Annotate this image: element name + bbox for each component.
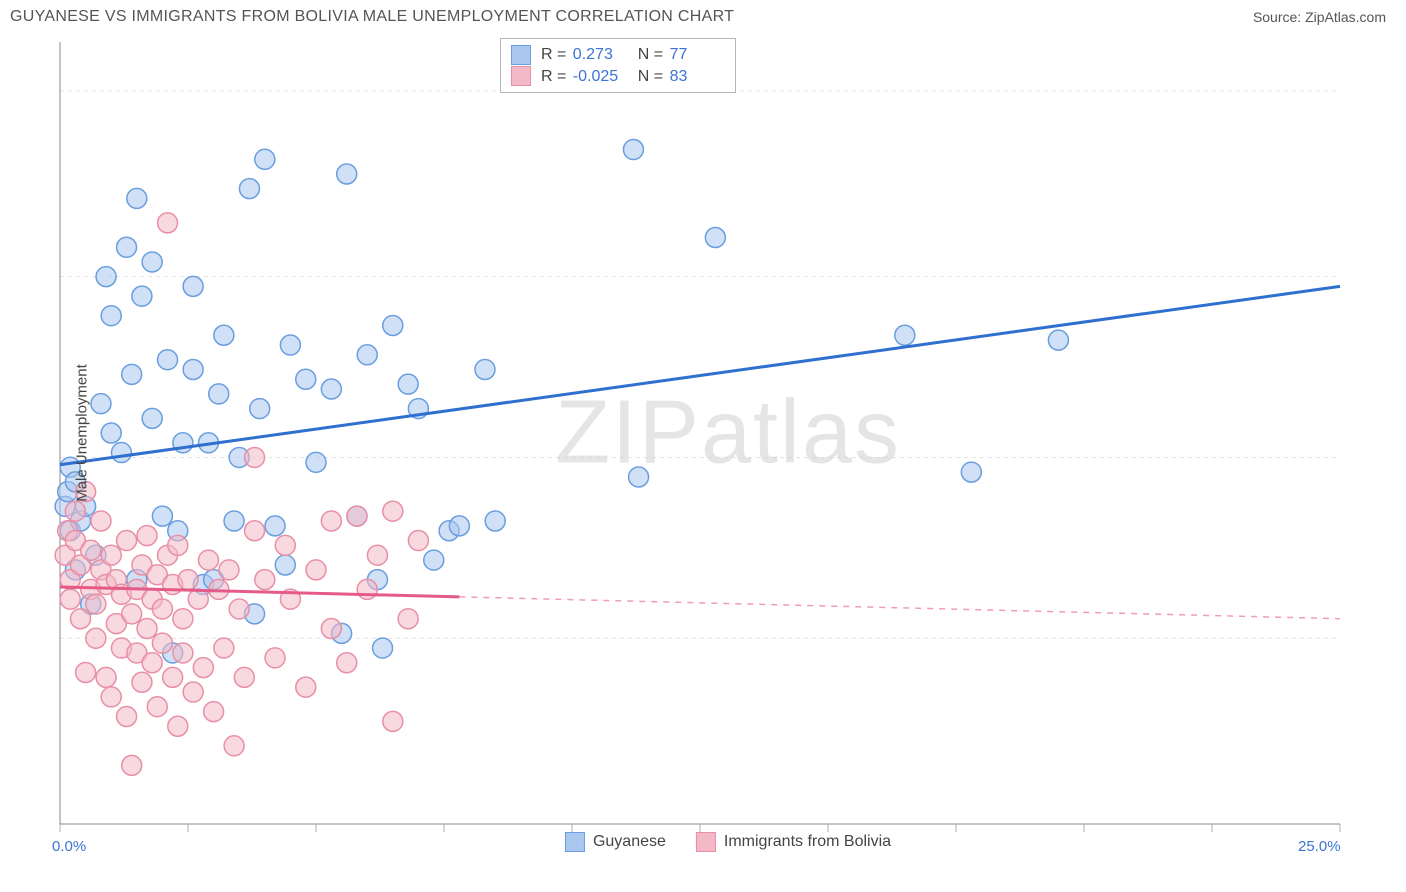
swatch-series-2 — [511, 66, 531, 86]
chart-header: GUYANESE VS IMMIGRANTS FROM BOLIVIA MALE… — [0, 0, 1406, 30]
r-value-1: 0.273 — [573, 44, 628, 66]
legend-label-1: Guyanese — [593, 833, 666, 851]
legend-swatch-1 — [565, 832, 585, 852]
stats-legend-box: R = 0.273 N = 77 R = -0.025 N = 83 — [500, 38, 736, 93]
r-value-2: -0.025 — [573, 66, 628, 88]
chart-area: Male Unemployment ZIPatlas R = 0.273 N =… — [50, 32, 1406, 834]
r-label: R = — [541, 46, 566, 63]
source-attribution: Source: ZipAtlas.com — [1253, 9, 1386, 25]
n-value-1: 77 — [670, 44, 725, 66]
chart-title: GUYANESE VS IMMIGRANTS FROM BOLIVIA MALE… — [10, 8, 734, 26]
x-axis-start-label: 0.0% — [52, 838, 86, 855]
bottom-legend: Guyanese Immigrants from Bolivia — [565, 832, 891, 852]
stats-row-2: R = -0.025 N = 83 — [511, 66, 725, 88]
swatch-series-1 — [511, 45, 531, 65]
legend-label-2: Immigrants from Bolivia — [724, 833, 891, 851]
stats-row-1: R = 0.273 N = 77 — [511, 44, 725, 66]
n-label: N = — [638, 46, 663, 63]
n-label: N = — [638, 68, 663, 85]
legend-item-2: Immigrants from Bolivia — [696, 832, 891, 852]
scatter-chart — [50, 32, 1350, 834]
legend-swatch-2 — [696, 832, 716, 852]
x-axis-end-label: 25.0% — [1298, 838, 1341, 855]
r-label: R = — [541, 68, 566, 85]
n-value-2: 83 — [670, 66, 725, 88]
y-axis-label: Male Unemployment — [73, 364, 90, 502]
legend-item-1: Guyanese — [565, 832, 666, 852]
